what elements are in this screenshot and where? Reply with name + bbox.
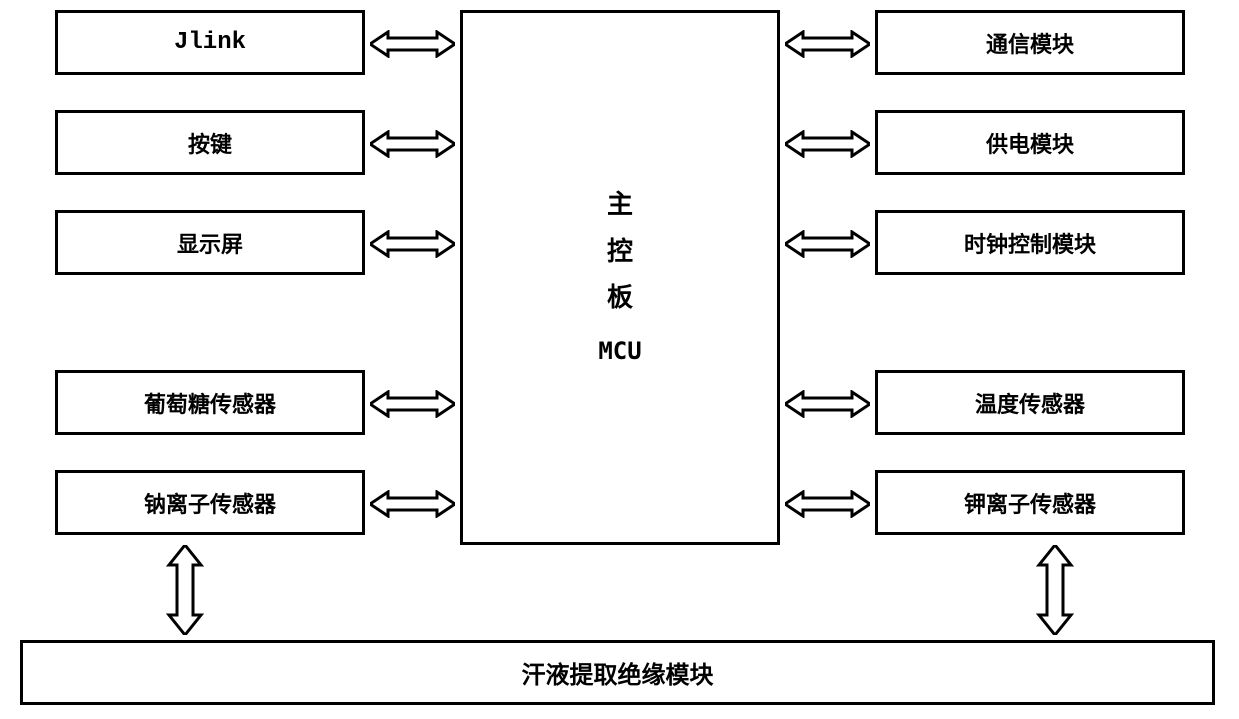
label-temp: 温度传感器 bbox=[975, 387, 1085, 419]
center-label-cn: 主 控 板 bbox=[607, 182, 633, 322]
left-box-sodium-sensor: 钠离子传感器 bbox=[55, 470, 365, 535]
arrow-left-2 bbox=[370, 130, 455, 158]
right-box-power: 供电模块 bbox=[875, 110, 1185, 175]
bottom-box-sweat: 汗液提取绝缘模块 bbox=[20, 640, 1215, 705]
left-box-display: 显示屏 bbox=[55, 210, 365, 275]
right-box-clock: 时钟控制模块 bbox=[875, 210, 1185, 275]
arrow-right-5 bbox=[785, 490, 870, 518]
arrow-left-3 bbox=[370, 230, 455, 258]
diagram-container: 主 控 板 MCU Jlink 按键 显示屏 葡萄糖传感器 钠离子传感器 通信模… bbox=[0, 0, 1239, 719]
right-box-comm: 通信模块 bbox=[875, 10, 1185, 75]
arrow-left-1 bbox=[370, 30, 455, 58]
center-mcu-box: 主 控 板 MCU bbox=[460, 10, 780, 545]
right-box-temp-sensor: 温度传感器 bbox=[875, 370, 1185, 435]
left-box-button: 按键 bbox=[55, 110, 365, 175]
center-line2: 控 bbox=[607, 229, 633, 276]
label-sodium: 钠离子传感器 bbox=[144, 487, 276, 519]
label-comm: 通信模块 bbox=[986, 27, 1074, 59]
arrow-left-4 bbox=[370, 390, 455, 418]
arrow-right-3 bbox=[785, 230, 870, 258]
arrow-right-4 bbox=[785, 390, 870, 418]
label-jlink: Jlink bbox=[174, 29, 246, 56]
label-clock: 时钟控制模块 bbox=[964, 227, 1096, 259]
arrow-vert-left bbox=[165, 545, 205, 635]
label-glucose: 葡萄糖传感器 bbox=[144, 387, 276, 419]
arrow-right-2 bbox=[785, 130, 870, 158]
center-line1: 主 bbox=[607, 182, 633, 229]
arrow-right-1 bbox=[785, 30, 870, 58]
arrow-vert-right bbox=[1035, 545, 1075, 635]
center-line3: 板 bbox=[607, 275, 633, 322]
left-box-glucose-sensor: 葡萄糖传感器 bbox=[55, 370, 365, 435]
arrow-left-5 bbox=[370, 490, 455, 518]
label-display: 显示屏 bbox=[177, 227, 243, 259]
label-sweat: 汗液提取绝缘模块 bbox=[522, 655, 714, 690]
label-button: 按键 bbox=[188, 127, 232, 159]
center-sub: MCU bbox=[598, 330, 641, 373]
right-box-potassium-sensor: 钾离子传感器 bbox=[875, 470, 1185, 535]
label-power: 供电模块 bbox=[986, 127, 1074, 159]
left-box-jlink: Jlink bbox=[55, 10, 365, 75]
label-potassium: 钾离子传感器 bbox=[964, 487, 1096, 519]
